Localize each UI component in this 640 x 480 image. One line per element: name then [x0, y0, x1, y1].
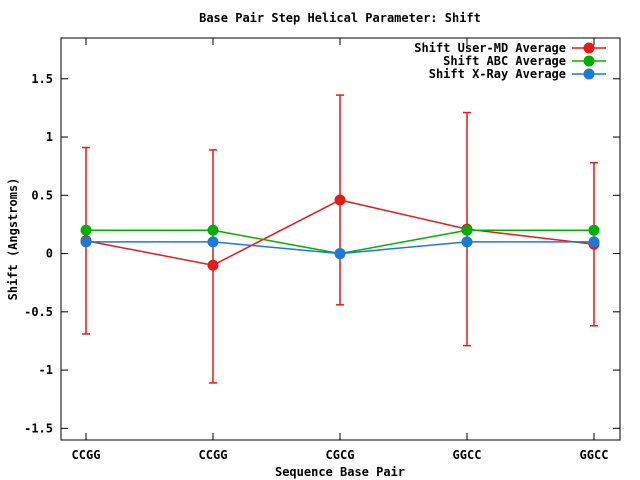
data-point [207, 259, 219, 271]
y-tick-label: 0 [46, 247, 53, 261]
data-point [207, 224, 219, 236]
legend-marker [583, 68, 595, 80]
data-point [461, 224, 473, 236]
data-point [588, 236, 600, 248]
y-axis-label: Shift (Angstroms) [6, 178, 20, 301]
data-point [80, 224, 92, 236]
y-tick-label: -1.5 [24, 421, 53, 435]
x-axis: CCGG CCGG CGCG GGCC GGCC [72, 38, 609, 462]
x-axis-label: Sequence Base Pair [275, 465, 405, 479]
chart-title: Base Pair Step Helical Parameter: Shift [199, 11, 481, 25]
legend-marker [583, 42, 595, 54]
y-axis: -1.5 -1 -0.5 0 0.5 1 1.5 [24, 72, 620, 435]
legend-label: Shift ABC Average [443, 54, 566, 68]
legend-label: Shift X-Ray Average [429, 67, 566, 81]
data-point [461, 236, 473, 248]
legend-marker [583, 55, 595, 67]
series-layer [80, 94, 600, 384]
data-point [80, 236, 92, 248]
x-tick-label: CCGG [72, 448, 101, 462]
data-point [334, 248, 346, 260]
x-tick-label: GGCC [580, 448, 609, 462]
y-tick-label: -1 [39, 363, 53, 377]
y-tick-label: 1.5 [31, 72, 53, 86]
x-tick-label: CGCG [326, 448, 355, 462]
data-point [207, 236, 219, 248]
y-tick-label: 1 [46, 130, 53, 144]
data-point [588, 224, 600, 236]
series-0 [80, 94, 600, 384]
data-point [334, 194, 346, 206]
x-tick-label: CCGG [199, 448, 228, 462]
legend-label: Shift User-MD Average [414, 41, 566, 55]
y-tick-label: -0.5 [24, 305, 53, 319]
x-tick-label: GGCC [453, 448, 482, 462]
series-2 [80, 236, 600, 260]
y-tick-label: 0.5 [31, 188, 53, 202]
